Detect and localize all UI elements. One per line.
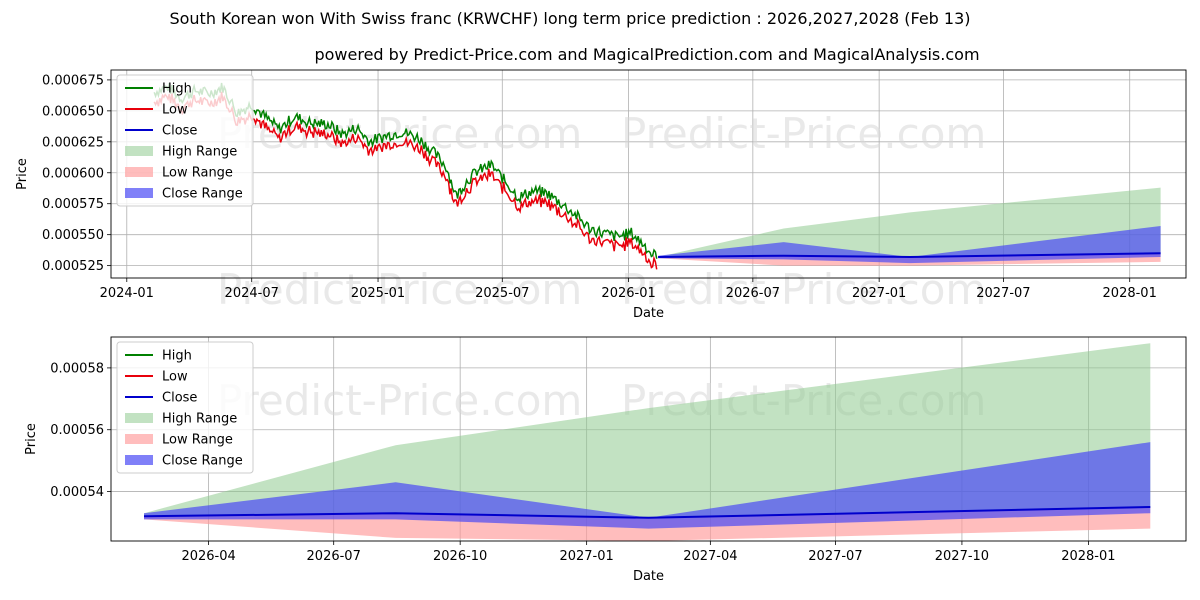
legend-label: Low Range [162, 433, 233, 448]
y-axis-label: Price [15, 158, 30, 190]
x-tick-label: 2028-01 [1061, 549, 1115, 564]
x-axis-label: Date [633, 569, 664, 584]
high-range-band [658, 187, 1161, 257]
close-forecast-line [143, 506, 1151, 519]
x-tick-label: 2026-07 [726, 286, 780, 301]
close-forecast-line [658, 252, 1161, 259]
legend-label: Low [162, 103, 188, 118]
x-tick-label: 2024-01 [100, 286, 154, 301]
x-tick-label: 2028-01 [1103, 286, 1157, 301]
plot-area [153, 82, 1161, 270]
x-tick-label: 2026-04 [181, 549, 235, 564]
y-tick-label: 0.000525 [42, 259, 104, 274]
y-tick-label: 0.00058 [50, 361, 104, 376]
legend-label: High [162, 349, 192, 364]
x-tick-label: 2025-01 [351, 286, 405, 301]
x-tick-label: 2027-04 [683, 549, 737, 564]
close-range-band [658, 226, 1161, 264]
chart-subtitle: powered by Predict-Price.com and Magical… [314, 45, 980, 64]
y-tick-label: 0.00054 [50, 485, 104, 500]
legend-label: Low Range [162, 166, 233, 181]
x-tick-label: 2026-01 [601, 286, 655, 301]
y-tick-label: 0.00056 [50, 423, 104, 438]
legend-label: Close Range [162, 454, 243, 469]
y-tick-label: 0.000675 [42, 73, 104, 88]
chart-panel-2: Predict-Price.comPredict-Price.com2026-0… [24, 336, 1187, 584]
x-tick-label: 2025-07 [475, 286, 529, 301]
legend: High Low Close High Range Low Range Close Ran… [116, 341, 254, 474]
x-tick-label: 2026-07 [307, 549, 361, 564]
chart-panel-1: Predict-Price.com Predict-Price.com Predic… [15, 69, 1187, 321]
y-tick-label: 0.000625 [42, 135, 104, 150]
y-tick-label: 0.000575 [42, 197, 104, 212]
y-tick-label: 0.000550 [42, 228, 104, 243]
plot-area [143, 343, 1151, 541]
chart-title: South Korean won With Swiss franc (KRWCH… [169, 9, 971, 28]
high-range-band [144, 343, 1151, 518]
y-tick-label: 0.000600 [42, 166, 104, 181]
legend-label: Close Range [162, 187, 243, 202]
legend-label: High [162, 82, 192, 97]
legend-swatch-high-range [125, 413, 153, 423]
legend-swatch-low-range [125, 167, 153, 177]
axes-frame [110, 69, 1187, 279]
watermark: Predict-Price.com [621, 109, 986, 158]
watermark: Predict-Price.com [217, 376, 582, 425]
watermark: Predict-Price.com [217, 265, 582, 314]
x-tick-label: 2026-10 [433, 549, 487, 564]
legend-label: Low [162, 370, 188, 385]
legend-swatch-close-range [125, 455, 153, 465]
legend-swatch-high-range [125, 146, 153, 156]
watermark: Predict-Price.com [217, 109, 582, 158]
x-axis-label: Date [633, 306, 664, 321]
y-axis-label: Price [24, 423, 39, 455]
x-tick-label: 2027-07 [808, 549, 862, 564]
watermark: Predict-Price.com [621, 265, 986, 314]
legend-swatch-close-range [125, 188, 153, 198]
x-tick-label: 2027-07 [976, 286, 1030, 301]
x-tick-label: 2024-07 [225, 286, 279, 301]
y-tick-label: 0.000650 [42, 104, 104, 119]
legend-swatch-low-range [125, 434, 153, 444]
legend-label: Close [162, 124, 197, 139]
legend-label: High Range [162, 412, 237, 427]
legend-label: Close [162, 391, 197, 406]
x-tick-label: 2027-01 [852, 286, 906, 301]
legend: High Low Close High Range Low Range Close Ran… [116, 74, 254, 207]
x-tick-label: 2027-01 [559, 549, 613, 564]
close-range-band [144, 442, 1151, 529]
legend-label: High Range [162, 145, 237, 160]
axes-frame [110, 336, 1187, 542]
x-tick-label: 2027-10 [935, 549, 989, 564]
